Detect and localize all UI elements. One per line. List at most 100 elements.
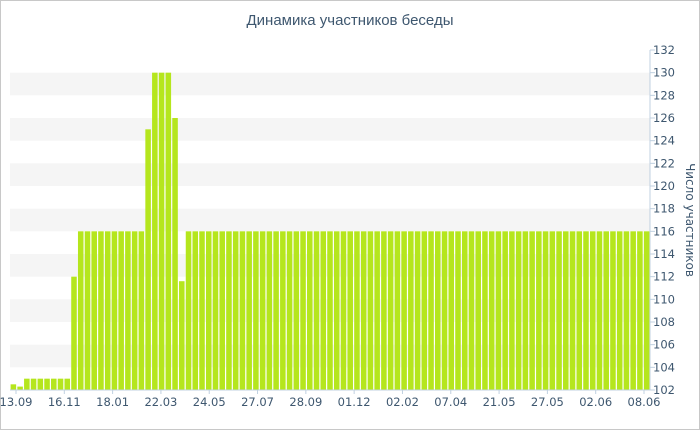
bar bbox=[630, 231, 636, 390]
grid-band bbox=[10, 118, 650, 141]
x-tick-label: 13.09 bbox=[0, 395, 32, 409]
y-tick-label: 124 bbox=[653, 134, 675, 148]
x-tick-label: 02.02 bbox=[386, 395, 419, 409]
x-tick-label: 22.03 bbox=[144, 395, 177, 409]
y-tick-label: 104 bbox=[653, 360, 675, 374]
bar bbox=[37, 378, 44, 390]
x-tick-label: 28.09 bbox=[289, 395, 322, 409]
y-axis: 102 104 106 108 110 112 114 116 118 120 122 124 126 1… bbox=[649, 43, 675, 397]
x-tick-label: 08.06 bbox=[628, 395, 661, 409]
bar bbox=[165, 72, 172, 391]
bar bbox=[354, 231, 360, 390]
y-tick-label: 110 bbox=[653, 292, 675, 306]
bar bbox=[84, 231, 91, 390]
bar bbox=[556, 231, 562, 390]
x-tick-label: 01.12 bbox=[338, 395, 371, 409]
bar bbox=[152, 72, 158, 391]
bar bbox=[24, 378, 30, 390]
bar bbox=[569, 231, 576, 390]
bar bbox=[104, 231, 111, 390]
bar bbox=[280, 231, 286, 390]
bar bbox=[205, 231, 212, 390]
bar bbox=[360, 231, 367, 390]
bar bbox=[172, 118, 178, 390]
bar bbox=[401, 231, 407, 390]
bar bbox=[111, 231, 118, 390]
bar bbox=[57, 378, 64, 390]
x-axis: 13.09 16.11 18.01 22.03 24.05 27.07 28.09 01.12… bbox=[0, 389, 661, 409]
y-tick-label: 106 bbox=[653, 338, 675, 352]
bar bbox=[542, 231, 549, 390]
bar bbox=[125, 231, 131, 390]
bar bbox=[246, 231, 252, 390]
bar bbox=[421, 231, 428, 390]
bar bbox=[131, 231, 138, 390]
y-tick-label: 120 bbox=[653, 179, 675, 193]
bar bbox=[394, 231, 401, 390]
bar bbox=[589, 231, 596, 390]
bar bbox=[482, 231, 488, 390]
x-tick-label: 27.07 bbox=[241, 395, 274, 409]
bar bbox=[333, 231, 340, 390]
bar bbox=[77, 231, 84, 390]
bar bbox=[576, 231, 583, 390]
bar bbox=[475, 231, 481, 390]
bar bbox=[536, 231, 542, 390]
bar bbox=[192, 231, 199, 390]
y-tick-label: 118 bbox=[653, 202, 675, 216]
bar bbox=[643, 231, 650, 390]
bar bbox=[219, 231, 225, 390]
y-tick-label: 116 bbox=[653, 224, 675, 238]
bar bbox=[408, 231, 414, 390]
y-tick-label: 114 bbox=[653, 247, 675, 261]
bar bbox=[138, 231, 145, 390]
y-tick-label: 128 bbox=[653, 88, 675, 102]
bar bbox=[374, 231, 380, 390]
bar bbox=[381, 231, 387, 390]
bar bbox=[623, 231, 630, 390]
bar bbox=[226, 231, 232, 390]
bar bbox=[603, 231, 609, 390]
bar bbox=[71, 276, 77, 390]
bar bbox=[30, 378, 37, 390]
y-tick-label: 108 bbox=[653, 315, 675, 329]
bar bbox=[495, 231, 502, 390]
y-tick-label: 126 bbox=[653, 111, 675, 125]
bar bbox=[610, 231, 616, 390]
bar bbox=[232, 231, 239, 390]
grid-band bbox=[10, 163, 650, 186]
bar bbox=[327, 231, 333, 390]
chart-title: Динамика участников беседы bbox=[246, 12, 454, 29]
bar bbox=[320, 231, 327, 390]
bar bbox=[563, 231, 569, 390]
bar bbox=[455, 231, 461, 390]
grid-band bbox=[10, 208, 650, 232]
bar bbox=[387, 231, 394, 390]
bar bbox=[199, 231, 205, 390]
x-tick-label: 27.05 bbox=[531, 395, 564, 409]
x-tick-label: 07.04 bbox=[434, 395, 467, 409]
bar bbox=[259, 231, 266, 390]
y-tick-label: 102 bbox=[653, 383, 675, 397]
bar bbox=[515, 231, 522, 390]
bar bbox=[340, 231, 347, 390]
bar bbox=[509, 231, 515, 390]
bar bbox=[185, 231, 192, 390]
bar bbox=[529, 231, 535, 390]
bar bbox=[253, 231, 259, 390]
grid-band bbox=[10, 72, 650, 96]
bar bbox=[179, 281, 185, 390]
bar bbox=[44, 378, 50, 390]
y-tick-label: 122 bbox=[653, 156, 675, 170]
bar bbox=[158, 72, 165, 391]
x-tick-label: 02.06 bbox=[579, 395, 612, 409]
bar bbox=[488, 231, 495, 390]
x-tick-label: 16.11 bbox=[48, 395, 81, 409]
bar bbox=[266, 231, 273, 390]
x-tick-label: 18.01 bbox=[96, 395, 129, 409]
bar bbox=[64, 378, 71, 390]
x-tick-label: 24.05 bbox=[193, 395, 226, 409]
y-tick-label: 130 bbox=[653, 66, 675, 80]
bar bbox=[118, 231, 124, 390]
